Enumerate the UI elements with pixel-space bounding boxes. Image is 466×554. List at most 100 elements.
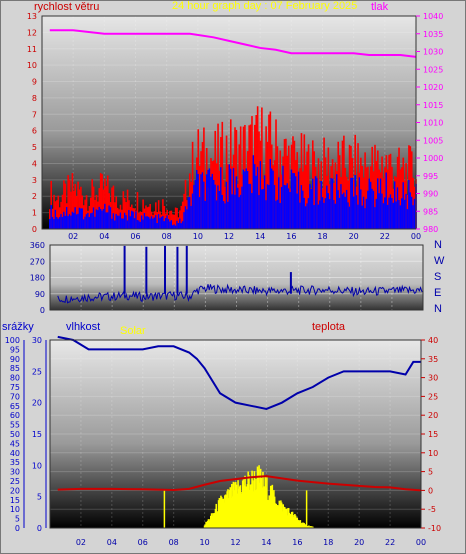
- panel1-x-tick-label: 10: [193, 232, 203, 241]
- panel2-tick-label: 0: [40, 306, 45, 315]
- panel3-x-tick-label: 00: [416, 538, 426, 547]
- panel1-x-tick-label: 22: [380, 232, 390, 241]
- direction-label-e: E: [434, 287, 441, 299]
- chart-title: 24 hour graph day : 07 February 2025: [172, 0, 357, 12]
- panel3-temp-tick-label: -5: [428, 505, 436, 514]
- panel3-x-tick-label: 16: [292, 538, 302, 547]
- panel1-left-tick-label: 4: [32, 159, 37, 168]
- panel3-rain-tick-label: 15: [10, 496, 20, 505]
- direction-label-n-top: N: [434, 239, 442, 251]
- panel3-rain-tick-label: 65: [10, 402, 20, 411]
- panel1-left-tick-label: 6: [32, 127, 37, 136]
- panel2-tick-label: 90: [35, 290, 45, 299]
- panel1-left-tick-label: 8: [32, 94, 37, 103]
- panel1-right-tick-label: 1025: [423, 65, 443, 74]
- direction-line: [57, 283, 424, 304]
- panel3-temp-tick-label: 25: [428, 392, 438, 401]
- panel2-tick-label: 270: [30, 257, 45, 266]
- panel3-temp-tick-label: 5: [428, 468, 433, 477]
- panel3-temp-tick-label: 15: [428, 430, 438, 439]
- panel1-x-tick-label: 20: [349, 232, 359, 241]
- panel3-temp-tick-label: 35: [428, 355, 438, 364]
- panel3-x-tick-label: 20: [354, 538, 364, 547]
- panel3-temp-tick-label: 20: [428, 411, 438, 420]
- panel3-temp-tick-label: 10: [428, 449, 438, 458]
- panel1-right-tick-label: 980: [423, 225, 438, 234]
- panel3-x-tick-label: 04: [107, 538, 117, 547]
- panel3-x-tick-label: 14: [261, 538, 271, 547]
- panel1-x-tick-label: 18: [317, 232, 327, 241]
- wind-speed-label: rychlost větru: [34, 1, 99, 13]
- panel3-x-tick-label: 02: [76, 538, 86, 547]
- panel1-x-tick-label: 08: [162, 232, 172, 241]
- panel1-right-tick-label: 990: [423, 190, 438, 199]
- panel1-left-tick-label: 5: [32, 143, 37, 152]
- panel1-x-tick-label: 02: [68, 232, 78, 241]
- temperature-label: teplota: [312, 321, 346, 333]
- panel3-humidity-tick-label: 30: [32, 336, 42, 345]
- panel1-left-tick-label: 0: [32, 225, 37, 234]
- panel3-rain-tick-label: 0: [15, 524, 20, 533]
- panel1-x-tick-label: 12: [224, 232, 234, 241]
- panel3-rain-tick-label: 20: [10, 486, 20, 495]
- temperature-line: [57, 475, 422, 492]
- panel3-temp-tick-label: 0: [428, 486, 433, 495]
- panel1-left-tick-label: 12: [27, 28, 37, 37]
- panel3-rain-tick-label: 95: [10, 345, 20, 354]
- panel1-right-tick-label: 1030: [423, 48, 443, 57]
- panel1-right-tick-label: 1000: [423, 154, 443, 163]
- direction-label-s: S: [434, 271, 441, 283]
- panel1-right-tick-label: 995: [423, 172, 438, 181]
- rain-label: srážky: [2, 321, 34, 333]
- panel1-left-tick-label: 9: [32, 78, 37, 87]
- panel3-temp-tick-label: 30: [428, 374, 438, 383]
- panel3-rain-tick-label: 75: [10, 383, 20, 392]
- panel3-rain-tick-label: 100: [5, 336, 20, 345]
- panel3-humidity-tick-label: 20: [32, 399, 42, 408]
- panel1-right-tick-label: 1015: [423, 101, 443, 110]
- panel1-left-tick-label: 2: [32, 192, 37, 201]
- panel1-right-tick-label: 1010: [423, 119, 443, 128]
- panel3-x-tick-label: 06: [138, 538, 148, 547]
- panel2-tick-label: 360: [30, 241, 45, 250]
- humidity-line: [57, 335, 421, 410]
- panel1-x-tick-label: 04: [99, 232, 109, 241]
- humidity-label: vlhkost: [66, 321, 100, 333]
- panel1-left-tick-label: 7: [32, 110, 37, 119]
- panel3-rain-tick-label: 60: [10, 411, 20, 420]
- panel3-x-tick-label: 22: [385, 538, 395, 547]
- panel3-humidity-tick-label: 5: [37, 493, 42, 502]
- panel3-humidity-tick-label: 0: [37, 524, 42, 533]
- panel1-right-tick-label: 1040: [423, 12, 443, 21]
- panel1-right-tick-label: 1020: [423, 83, 443, 92]
- panel1-left-tick-label: 1: [32, 209, 37, 218]
- panel1-left-tick-label: 13: [27, 12, 37, 21]
- panel1-left-tick-label: 10: [27, 61, 37, 70]
- panel2-tick-label: 180: [30, 274, 45, 283]
- panel3-rain-tick-label: 30: [10, 468, 20, 477]
- direction-label-w: W: [434, 255, 445, 267]
- panel1-left-tick-label: 11: [27, 45, 37, 54]
- panel1-x-tick-label: 06: [130, 232, 140, 241]
- panel2-background: [50, 245, 423, 310]
- panel1-x-tick-label: 00: [411, 232, 421, 241]
- panel3-rain-tick-label: 90: [10, 355, 20, 364]
- panel1-left-tick-label: 3: [32, 176, 37, 185]
- panel3-x-tick-label: 10: [199, 538, 209, 547]
- panel3-rain-tick-label: 5: [15, 515, 20, 524]
- panel1-x-tick-label: 14: [255, 232, 265, 241]
- panel3-rain-tick-label: 55: [10, 421, 20, 430]
- panel3-rain-tick-label: 80: [10, 374, 20, 383]
- panel3-rain-tick-label: 25: [10, 477, 20, 486]
- direction-label-n-bottom: N: [434, 303, 442, 315]
- panel3-rain-tick-label: 50: [10, 430, 20, 439]
- panel3-rain-tick-label: 85: [10, 364, 20, 373]
- panel3-temp-tick-label: 40: [428, 336, 438, 345]
- panel1-right-tick-label: 985: [423, 207, 438, 216]
- panel1-right-tick-label: 1035: [423, 30, 443, 39]
- panel3-temp-tick-label: -10: [428, 524, 441, 533]
- panel1-x-tick-label: 16: [286, 232, 296, 241]
- solar-label: Solar: [120, 325, 146, 337]
- panel3-humidity-tick-label: 25: [32, 367, 42, 376]
- panel3-rain-tick-label: 10: [10, 505, 20, 514]
